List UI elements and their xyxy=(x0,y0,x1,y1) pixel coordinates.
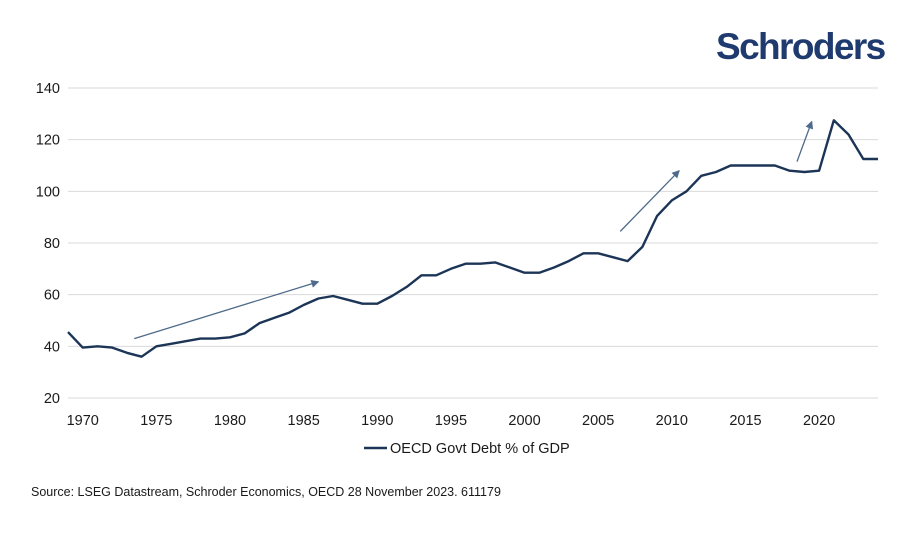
gridlines xyxy=(68,87,878,399)
legend-label: OECD Govt Debt % of GDP xyxy=(390,441,570,457)
trend-arrow-2 xyxy=(619,169,680,232)
y-tick-label-20: 20 xyxy=(44,391,60,407)
x-tick-label-2005: 2005 xyxy=(582,413,614,429)
y-tick-label-140: 140 xyxy=(36,81,60,97)
x-tick-label-1990: 1990 xyxy=(361,413,393,429)
x-tick-label-1985: 1985 xyxy=(288,413,320,429)
x-tick-label-1980: 1980 xyxy=(214,413,246,429)
series-lines xyxy=(67,119,878,358)
y-tick-label-80: 80 xyxy=(44,236,60,252)
y-axis-ticks: 20 40 60 80 100 120 140 xyxy=(36,81,60,407)
y-tick-label-60: 60 xyxy=(44,288,60,304)
x-tick-label-1970: 1970 xyxy=(67,413,99,429)
trend-arrow-3 xyxy=(796,120,814,162)
y-tick-label-100: 100 xyxy=(36,184,60,200)
legend: OECD Govt Debt % of GDP xyxy=(364,441,570,457)
x-tick-label-2010: 2010 xyxy=(656,413,688,429)
y-tick-label-120: 120 xyxy=(36,133,60,149)
x-tick-label-2020: 2020 xyxy=(803,413,835,429)
source-note: Source: LSEG Datastream, Schroder Econom… xyxy=(31,485,501,499)
x-axis-ticks: 1970 1975 1980 1985 1990 1995 2000 2005 2010 2015… xyxy=(67,413,836,429)
y-tick-label-40: 40 xyxy=(44,339,60,355)
x-tick-label-2015: 2015 xyxy=(729,413,761,429)
x-tick-label-1975: 1975 xyxy=(140,413,172,429)
trend-arrow-1 xyxy=(134,279,320,340)
trend-arrows xyxy=(134,120,814,340)
x-tick-label-1995: 1995 xyxy=(435,413,467,429)
x-tick-label-2000: 2000 xyxy=(508,413,540,429)
schroders-logo: Schroders xyxy=(716,26,886,67)
series-line-0 xyxy=(67,119,878,358)
